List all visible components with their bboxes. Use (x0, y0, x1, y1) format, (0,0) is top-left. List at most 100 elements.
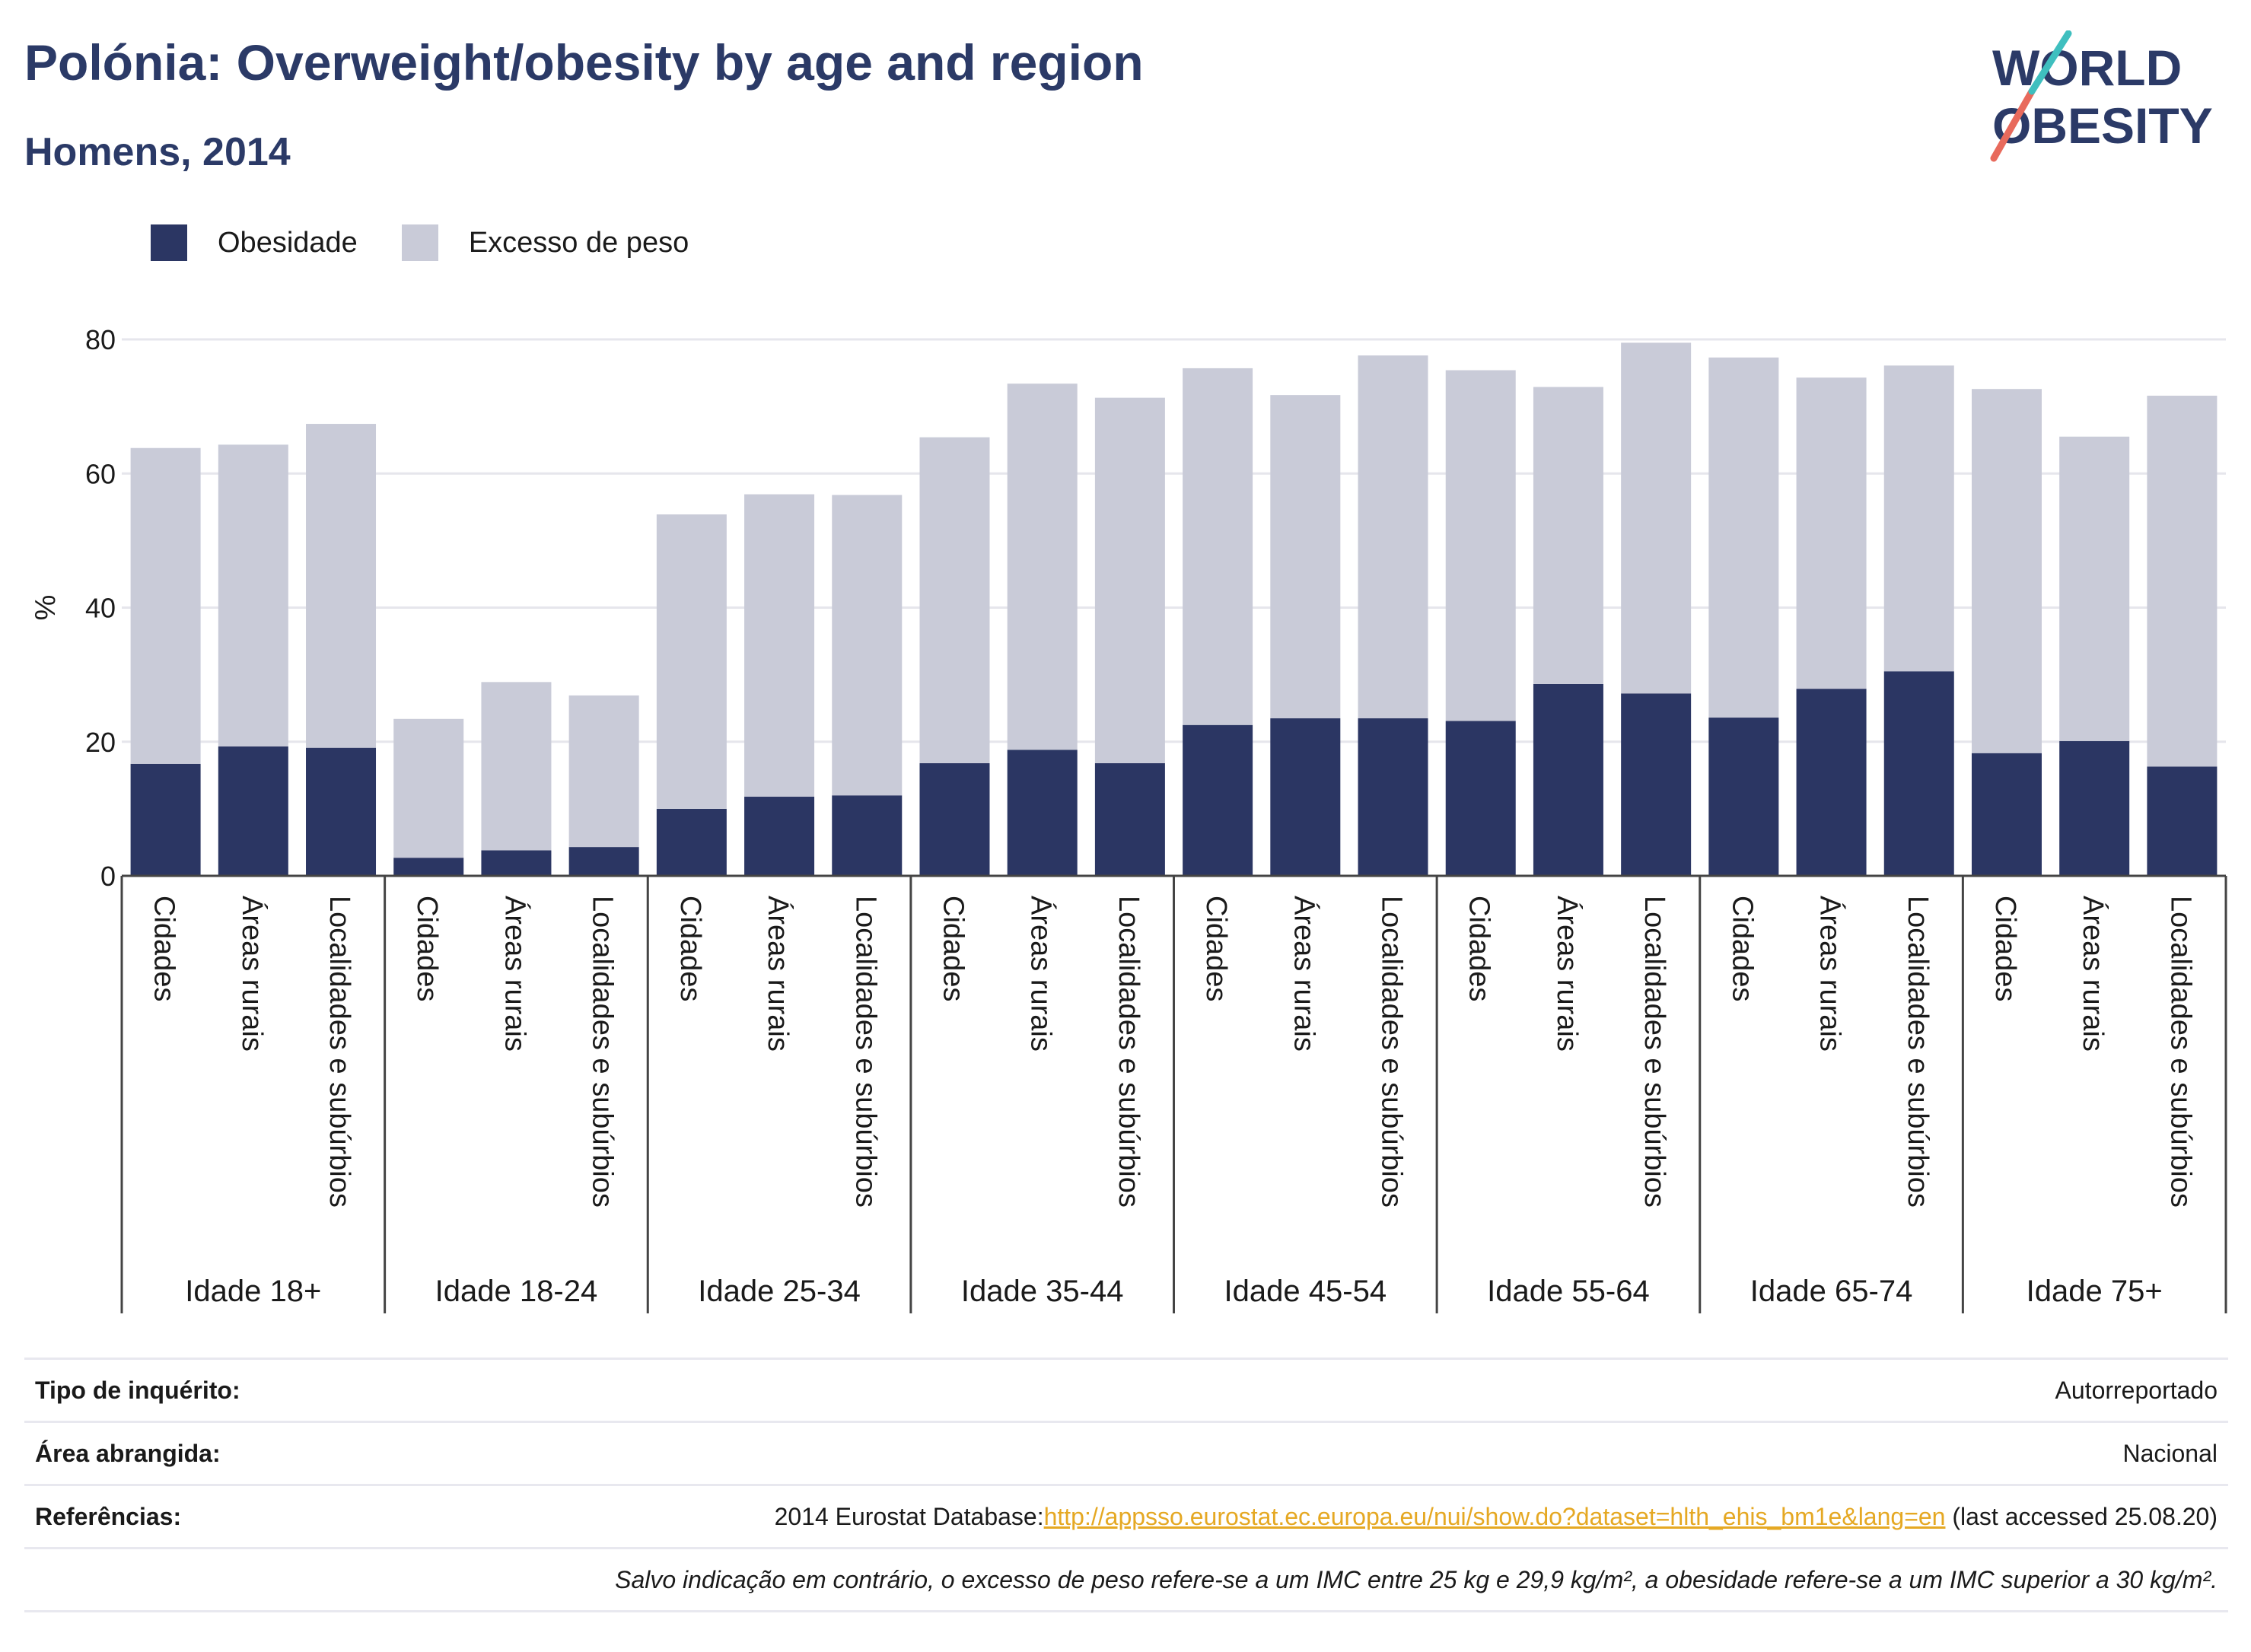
x-category-label: Áreas rurais (762, 896, 794, 1052)
info-row-area: Área abrangida: Nacional (24, 1421, 2228, 1484)
x-category-label: Cidades (674, 896, 706, 1001)
survey-value: Autorreportado (2055, 1376, 2218, 1404)
y-axis-label: % (30, 595, 62, 621)
x-category-label: Cidades (148, 896, 180, 1001)
x-category-label: Áreas rurais (1814, 896, 1847, 1052)
bar-overweight (1621, 342, 1692, 694)
legend-label-obesity: Obesidade (218, 226, 358, 259)
bar-overweight (744, 494, 815, 797)
x-category-label: Localidades e subúrbios (2164, 896, 2196, 1208)
ref-suffix: (last accessed 25.08.20) (1945, 1502, 2218, 1530)
x-category-label: Áreas rurais (498, 896, 531, 1052)
bar-overweight (919, 437, 990, 763)
world-obesity-logo: WORLD OBESITY (1990, 30, 2213, 162)
x-category-label: Áreas rurais (236, 896, 269, 1052)
legend-label-overweight: Excesso de peso (468, 226, 689, 259)
x-category-label: Localidades e subúrbios (587, 896, 619, 1208)
bar-overweight (1445, 370, 1516, 721)
bar-overweight (1533, 387, 1603, 684)
bar-obesity (832, 795, 903, 876)
ref-prefix: 2014 Eurostat Database: (774, 1502, 1044, 1530)
x-group-label: Idade 65-74 (1750, 1275, 1913, 1308)
x-category-label: Cidades (1989, 896, 2021, 1001)
bar-obesity (218, 746, 288, 876)
survey-key: Tipo de inquérito: (35, 1376, 240, 1404)
y-tick-label: 20 (85, 727, 116, 758)
x-group-label: Idade 35-44 (961, 1275, 1124, 1308)
bar-obesity (1007, 750, 1078, 876)
eurostat-link[interactable]: http://appsso.eurostat.ec.europa.eu/nui/… (1043, 1502, 1946, 1530)
info-row-note: Salvo indicação em contrário, o excesso … (24, 1547, 2228, 1612)
bar-overweight (1183, 368, 1253, 725)
bar-obesity (1533, 683, 1603, 876)
y-tick-label: 80 (85, 324, 116, 355)
x-category-label: Cidades (1200, 896, 1232, 1001)
x-group-label: Idade 25-34 (698, 1275, 861, 1308)
legend-item-obesity: Obesidade (151, 224, 358, 261)
bar-overweight (306, 424, 377, 748)
area-value: Nacional (2122, 1439, 2218, 1467)
x-category-label: Localidades e subúrbios (1376, 896, 1408, 1208)
x-group-label: Idade 55-64 (1487, 1275, 1650, 1308)
stacked-bar-chart: 0 20 40 60 80% Cidades Áreas rurais Localidades… (30, 324, 2227, 1313)
bar-overweight (2059, 436, 2130, 741)
x-group-label: Idade 75+ (2027, 1275, 2163, 1308)
bar-overweight (130, 447, 201, 764)
legend-item-overweight: Excesso de peso (401, 224, 689, 261)
bar-obesity (2059, 740, 2130, 876)
area-key: Área abrangida: (35, 1439, 221, 1467)
bar-obesity (1358, 718, 1428, 876)
bar-overweight (218, 444, 288, 746)
x-group-label: Idade 18-24 (435, 1275, 598, 1308)
bar-obesity (1708, 718, 1779, 876)
references-key: Referências: (35, 1502, 182, 1530)
bar-obesity (1796, 689, 1867, 876)
bar-overweight (1094, 397, 1165, 763)
bar-overweight (1971, 389, 2042, 753)
bar-obesity (1094, 762, 1165, 876)
x-group-label: Idade 18+ (185, 1275, 321, 1308)
x-category-label: Cidades (1726, 896, 1758, 1001)
y-tick-label: 40 (85, 593, 116, 624)
bar-obesity (744, 797, 815, 876)
x-category-label: Áreas rurais (1025, 896, 1058, 1052)
svg-text:OBESITY: OBESITY (1992, 97, 2213, 154)
bar-overweight (1270, 395, 1341, 718)
bar-overweight (393, 718, 464, 858)
x-category-label: Localidades e subúrbios (1638, 896, 1670, 1208)
x-category-label: Localidades e subúrbios (1902, 896, 1934, 1208)
x-category-label: Localidades e subúrbios (1113, 896, 1145, 1208)
bar-obesity (306, 747, 377, 876)
chart-legend: Obesidade Excesso de peso (151, 224, 733, 261)
bar-overweight (1883, 365, 1954, 672)
bar-obesity (1883, 671, 1954, 876)
y-tick-label: 0 (100, 861, 116, 892)
info-table: Tipo de inquérito: Autorreportado Área a… (24, 1358, 2228, 1612)
bar-obesity (1183, 724, 1253, 876)
bar-overweight (1007, 384, 1078, 750)
bar-overweight (568, 695, 639, 848)
y-tick-label: 60 (85, 458, 116, 489)
x-category-label: Áreas rurais (2077, 896, 2109, 1052)
bar-obesity (656, 808, 727, 876)
info-row-references: Referências: 2014 Eurostat Database:http… (24, 1484, 2228, 1547)
bar-obesity (568, 847, 639, 876)
svg-text:WORLD: WORLD (1992, 40, 2182, 96)
bar-overweight (832, 495, 903, 796)
bar-obesity (130, 763, 201, 876)
bar-obesity (919, 762, 990, 876)
legend-swatch-obesity (151, 224, 187, 261)
bar-obesity (1621, 693, 1692, 876)
bar-obesity (481, 850, 552, 876)
x-category-label: Cidades (1463, 896, 1495, 1001)
bar-obesity (1971, 753, 2042, 876)
bar-obesity (393, 858, 464, 876)
chart-title: Polónia: Overweight/obesity by age and r… (24, 34, 1144, 91)
x-category-label: Localidades e subúrbios (323, 896, 355, 1208)
legend-swatch-overweight (401, 224, 438, 261)
bar-obesity (1270, 718, 1341, 876)
bar-overweight (1358, 355, 1428, 718)
references-value: 2014 Eurostat Database:http://appsso.eur… (775, 1503, 2218, 1531)
bar-obesity (2147, 766, 2218, 876)
bmi-note: Salvo indicação em contrário, o excesso … (615, 1565, 2218, 1593)
